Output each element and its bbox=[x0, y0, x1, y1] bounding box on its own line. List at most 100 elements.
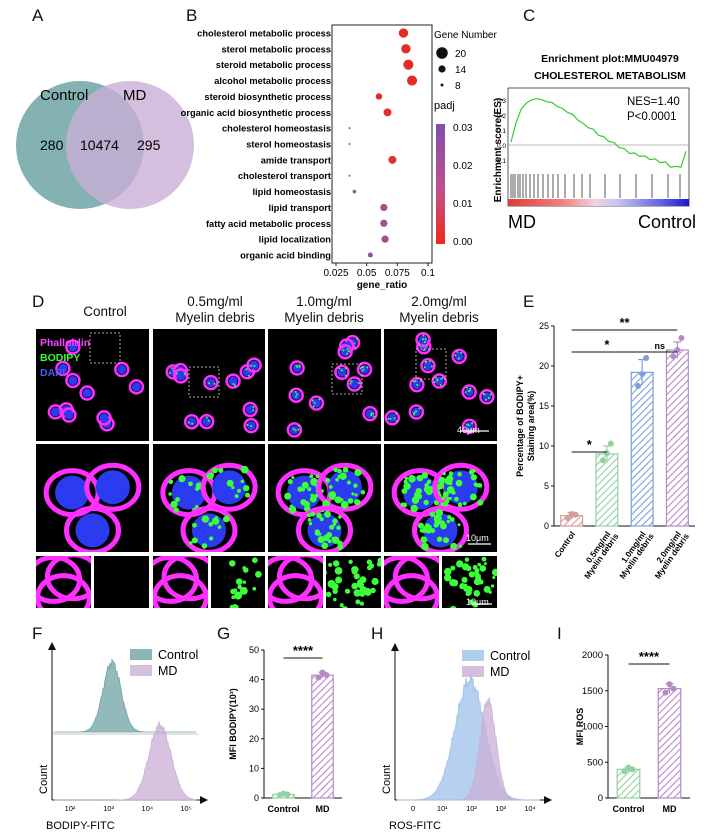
flow-x-tick-label: 10⁵ bbox=[180, 804, 191, 813]
cell-nucleus bbox=[75, 513, 110, 548]
lipid-droplet bbox=[342, 349, 345, 352]
lipid-droplet bbox=[289, 504, 294, 509]
cell-nucleus bbox=[206, 378, 216, 388]
lipid-droplet bbox=[355, 337, 358, 340]
lipid-droplet bbox=[471, 422, 474, 425]
lipid-droplet bbox=[463, 501, 467, 506]
lipid-droplet bbox=[441, 496, 445, 501]
cell-membrane bbox=[308, 395, 325, 411]
lipid-droplet bbox=[483, 585, 491, 593]
lipid-droplet bbox=[201, 515, 210, 523]
lipid-droplet bbox=[232, 588, 237, 593]
cell-nucleus bbox=[58, 363, 68, 373]
micro-col-label-0-5: 0.5mg/ml Myelin debris bbox=[175, 294, 255, 325]
lipid-droplet bbox=[246, 423, 249, 426]
lipid-droplet bbox=[188, 541, 193, 545]
lipid-droplet bbox=[357, 579, 364, 586]
lipid-droplet bbox=[414, 380, 417, 383]
lipid-droplet bbox=[370, 414, 373, 417]
lipid-droplet bbox=[482, 392, 485, 395]
lipid-droplet bbox=[434, 376, 437, 379]
flow-legend-swatch bbox=[462, 666, 484, 677]
micro-legend-phalloidin: Phalloidin bbox=[40, 337, 91, 349]
flow-x-tick-label: 10⁴ bbox=[142, 804, 154, 813]
lipid-droplet bbox=[463, 583, 468, 588]
significance-label: **** bbox=[293, 643, 314, 658]
lipid-droplet bbox=[466, 565, 471, 569]
color-legend-title: padj bbox=[434, 100, 455, 112]
lipid-droplet bbox=[422, 334, 425, 337]
lipid-droplet bbox=[297, 424, 300, 427]
lipid-droplet bbox=[170, 367, 173, 370]
y-tick-label: 0 bbox=[254, 793, 259, 803]
lipid-droplet bbox=[373, 415, 376, 418]
lipid-droplet bbox=[456, 350, 459, 353]
micro-bodipy-channel bbox=[326, 556, 381, 608]
lipid-droplet bbox=[242, 580, 246, 584]
cell-membrane bbox=[55, 360, 71, 377]
cell-membrane bbox=[44, 556, 91, 602]
lipid-droplet bbox=[234, 494, 239, 499]
lipid-droplet bbox=[418, 342, 421, 345]
gsea-y-tick-label: 0.2 bbox=[497, 113, 506, 120]
lipid-droplet bbox=[477, 562, 482, 567]
lipid-droplet bbox=[348, 559, 353, 565]
color-legend-bar bbox=[436, 124, 445, 244]
lipid-droplet bbox=[420, 536, 428, 544]
lipid-droplet bbox=[418, 407, 421, 410]
cell-membrane bbox=[65, 339, 81, 355]
gsea-right-label: Control bbox=[638, 212, 696, 232]
flow-x-tick-label: 10¹ bbox=[437, 804, 448, 813]
lipid-droplet bbox=[332, 522, 337, 526]
lipid-droplet bbox=[423, 341, 426, 344]
bar bbox=[616, 768, 641, 799]
lipid-droplet bbox=[311, 399, 314, 402]
data-point bbox=[323, 672, 330, 679]
micro-bodipy-channel bbox=[442, 556, 497, 608]
y-axis-label: Percentage of BODIPY+ bbox=[515, 375, 525, 477]
flow-legend-label: MD bbox=[490, 665, 509, 679]
bubble-point bbox=[381, 235, 389, 243]
gsea-nes: NES=1.40 bbox=[627, 96, 680, 108]
lipid-droplet bbox=[240, 465, 249, 474]
bubble-point bbox=[398, 28, 409, 38]
lipid-droplet bbox=[338, 515, 342, 519]
cell-membrane bbox=[408, 404, 425, 420]
lipid-droplet bbox=[209, 536, 214, 541]
lipid-droplet bbox=[415, 487, 422, 495]
lipid-droplet bbox=[287, 479, 293, 485]
cell-membrane bbox=[172, 368, 189, 384]
bubble-term-label: cholesterol homeostasis bbox=[222, 124, 331, 134]
significance-label: **** bbox=[639, 649, 660, 664]
panel-letter-a: A bbox=[32, 6, 44, 25]
lipid-droplet bbox=[243, 485, 250, 492]
gsea-y-tick-label: -0.1 bbox=[495, 158, 507, 165]
lipid-droplet bbox=[344, 367, 347, 370]
lipid-droplet bbox=[346, 480, 352, 485]
lipid-droplet bbox=[328, 485, 333, 489]
lipid-droplet bbox=[353, 573, 360, 580]
bubble-term-label: amide transport bbox=[261, 155, 331, 165]
cell-membrane bbox=[415, 332, 431, 348]
lipid-droplet bbox=[470, 428, 473, 431]
cell-nucleus bbox=[311, 398, 321, 408]
lipid-droplet bbox=[454, 354, 457, 357]
cell-nucleus bbox=[95, 470, 130, 505]
lipid-droplet bbox=[325, 477, 331, 483]
lipid-droplet bbox=[212, 467, 218, 474]
lipid-droplet bbox=[427, 479, 431, 484]
lipid-droplet bbox=[412, 413, 415, 416]
size-legend-title: Gene Number bbox=[434, 30, 497, 41]
lipid-droplet bbox=[457, 502, 463, 508]
size-legend-label: 20 bbox=[455, 49, 467, 60]
lipid-droplet bbox=[446, 496, 450, 501]
bubble-x-tick-label: 0.05 bbox=[357, 268, 377, 279]
lipid-droplet bbox=[291, 390, 294, 393]
panel-letter-e: E bbox=[523, 292, 535, 311]
lipid-droplet bbox=[211, 517, 220, 525]
bubble-point bbox=[407, 75, 418, 86]
x-category-label: MD bbox=[663, 804, 677, 814]
lipid-droplet bbox=[483, 562, 487, 566]
venn-right-count: 295 bbox=[137, 137, 161, 153]
